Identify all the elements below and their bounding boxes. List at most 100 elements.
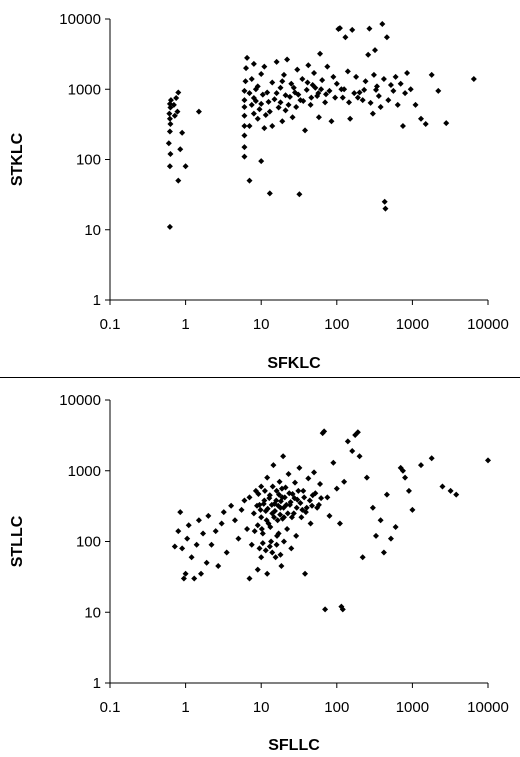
data-point <box>294 66 301 73</box>
data-point <box>171 112 178 119</box>
data-point <box>173 95 180 102</box>
data-point <box>359 554 366 561</box>
data-point <box>271 514 278 521</box>
data-point <box>279 78 286 85</box>
data-point <box>275 502 282 509</box>
data-point <box>309 502 316 509</box>
data-point <box>260 500 267 507</box>
data-point <box>341 478 348 485</box>
data-point <box>259 530 266 537</box>
data-point <box>269 549 276 556</box>
data-point <box>428 71 435 78</box>
data-point <box>296 464 303 471</box>
data-point <box>254 83 261 90</box>
data-point <box>306 497 313 504</box>
data-point <box>241 97 248 104</box>
data-point <box>241 122 248 129</box>
data-point <box>280 71 287 78</box>
data-point <box>301 494 308 501</box>
data-point <box>252 86 259 93</box>
y-axis-title: STKLC <box>9 132 26 186</box>
data-point <box>453 491 460 498</box>
data-point <box>198 570 205 577</box>
data-point <box>402 474 409 481</box>
data-point <box>295 91 302 98</box>
data-point <box>342 34 349 41</box>
data-point <box>394 101 401 108</box>
data-point <box>305 62 312 69</box>
data-point <box>288 545 295 552</box>
data-point <box>261 125 268 132</box>
data-point <box>218 520 225 527</box>
data-point <box>397 80 404 87</box>
data-point <box>336 520 343 527</box>
data-point <box>365 51 372 58</box>
data-point <box>166 163 173 170</box>
data-point <box>167 97 174 104</box>
data-point <box>276 491 283 498</box>
data-point <box>220 509 227 516</box>
data-point <box>264 89 271 96</box>
data-point <box>215 563 222 570</box>
data-point <box>380 549 387 556</box>
data-point <box>266 190 273 197</box>
data-point <box>167 104 174 111</box>
data-point <box>258 100 265 107</box>
data-point <box>265 98 272 105</box>
data-point <box>262 547 269 554</box>
data-point <box>256 545 263 552</box>
data-point <box>304 79 311 86</box>
data-point <box>392 73 399 80</box>
data-point <box>258 158 265 165</box>
data-point <box>379 20 386 27</box>
data-point <box>241 87 248 94</box>
data-point <box>290 84 297 91</box>
data-point <box>179 545 186 552</box>
data-point <box>243 65 250 72</box>
data-point <box>269 483 276 490</box>
data-point <box>295 487 302 494</box>
data-point <box>241 112 248 119</box>
data-point <box>447 487 454 494</box>
data-point <box>372 86 379 93</box>
data-point <box>250 510 257 517</box>
data-point <box>405 487 412 494</box>
data-point <box>279 515 286 522</box>
data-point <box>195 108 202 115</box>
data-point <box>362 78 369 85</box>
data-point <box>258 526 265 533</box>
data-point <box>311 70 318 77</box>
data-point <box>322 606 329 613</box>
data-point <box>366 25 373 32</box>
data-point <box>322 99 329 106</box>
data-point <box>470 75 477 82</box>
data-point <box>244 526 251 533</box>
x-tick-label: 1000 <box>396 699 429 716</box>
x-axis-title: SFKLC <box>267 355 321 372</box>
x-tick-label: 10 <box>253 316 270 333</box>
data-point <box>246 575 253 582</box>
data-point <box>264 570 271 577</box>
data-point <box>288 80 295 87</box>
data-point <box>377 103 384 110</box>
data-point <box>302 570 309 577</box>
data-point <box>319 77 326 84</box>
data-point <box>354 429 361 436</box>
data-point <box>272 554 279 561</box>
y-tick-label: 10000 <box>59 11 101 28</box>
data-point <box>341 86 348 93</box>
data-point <box>170 101 177 108</box>
data-point <box>246 90 253 97</box>
data-point <box>324 63 331 70</box>
data-point <box>302 127 309 134</box>
data-point <box>279 118 286 125</box>
data-point <box>281 494 288 501</box>
data-point <box>369 504 376 511</box>
data-point <box>273 90 280 97</box>
data-point <box>258 70 265 77</box>
data-point <box>312 490 319 497</box>
data-point <box>182 570 189 577</box>
data-point <box>188 554 195 561</box>
data-point <box>200 530 207 537</box>
data-point <box>267 524 274 531</box>
